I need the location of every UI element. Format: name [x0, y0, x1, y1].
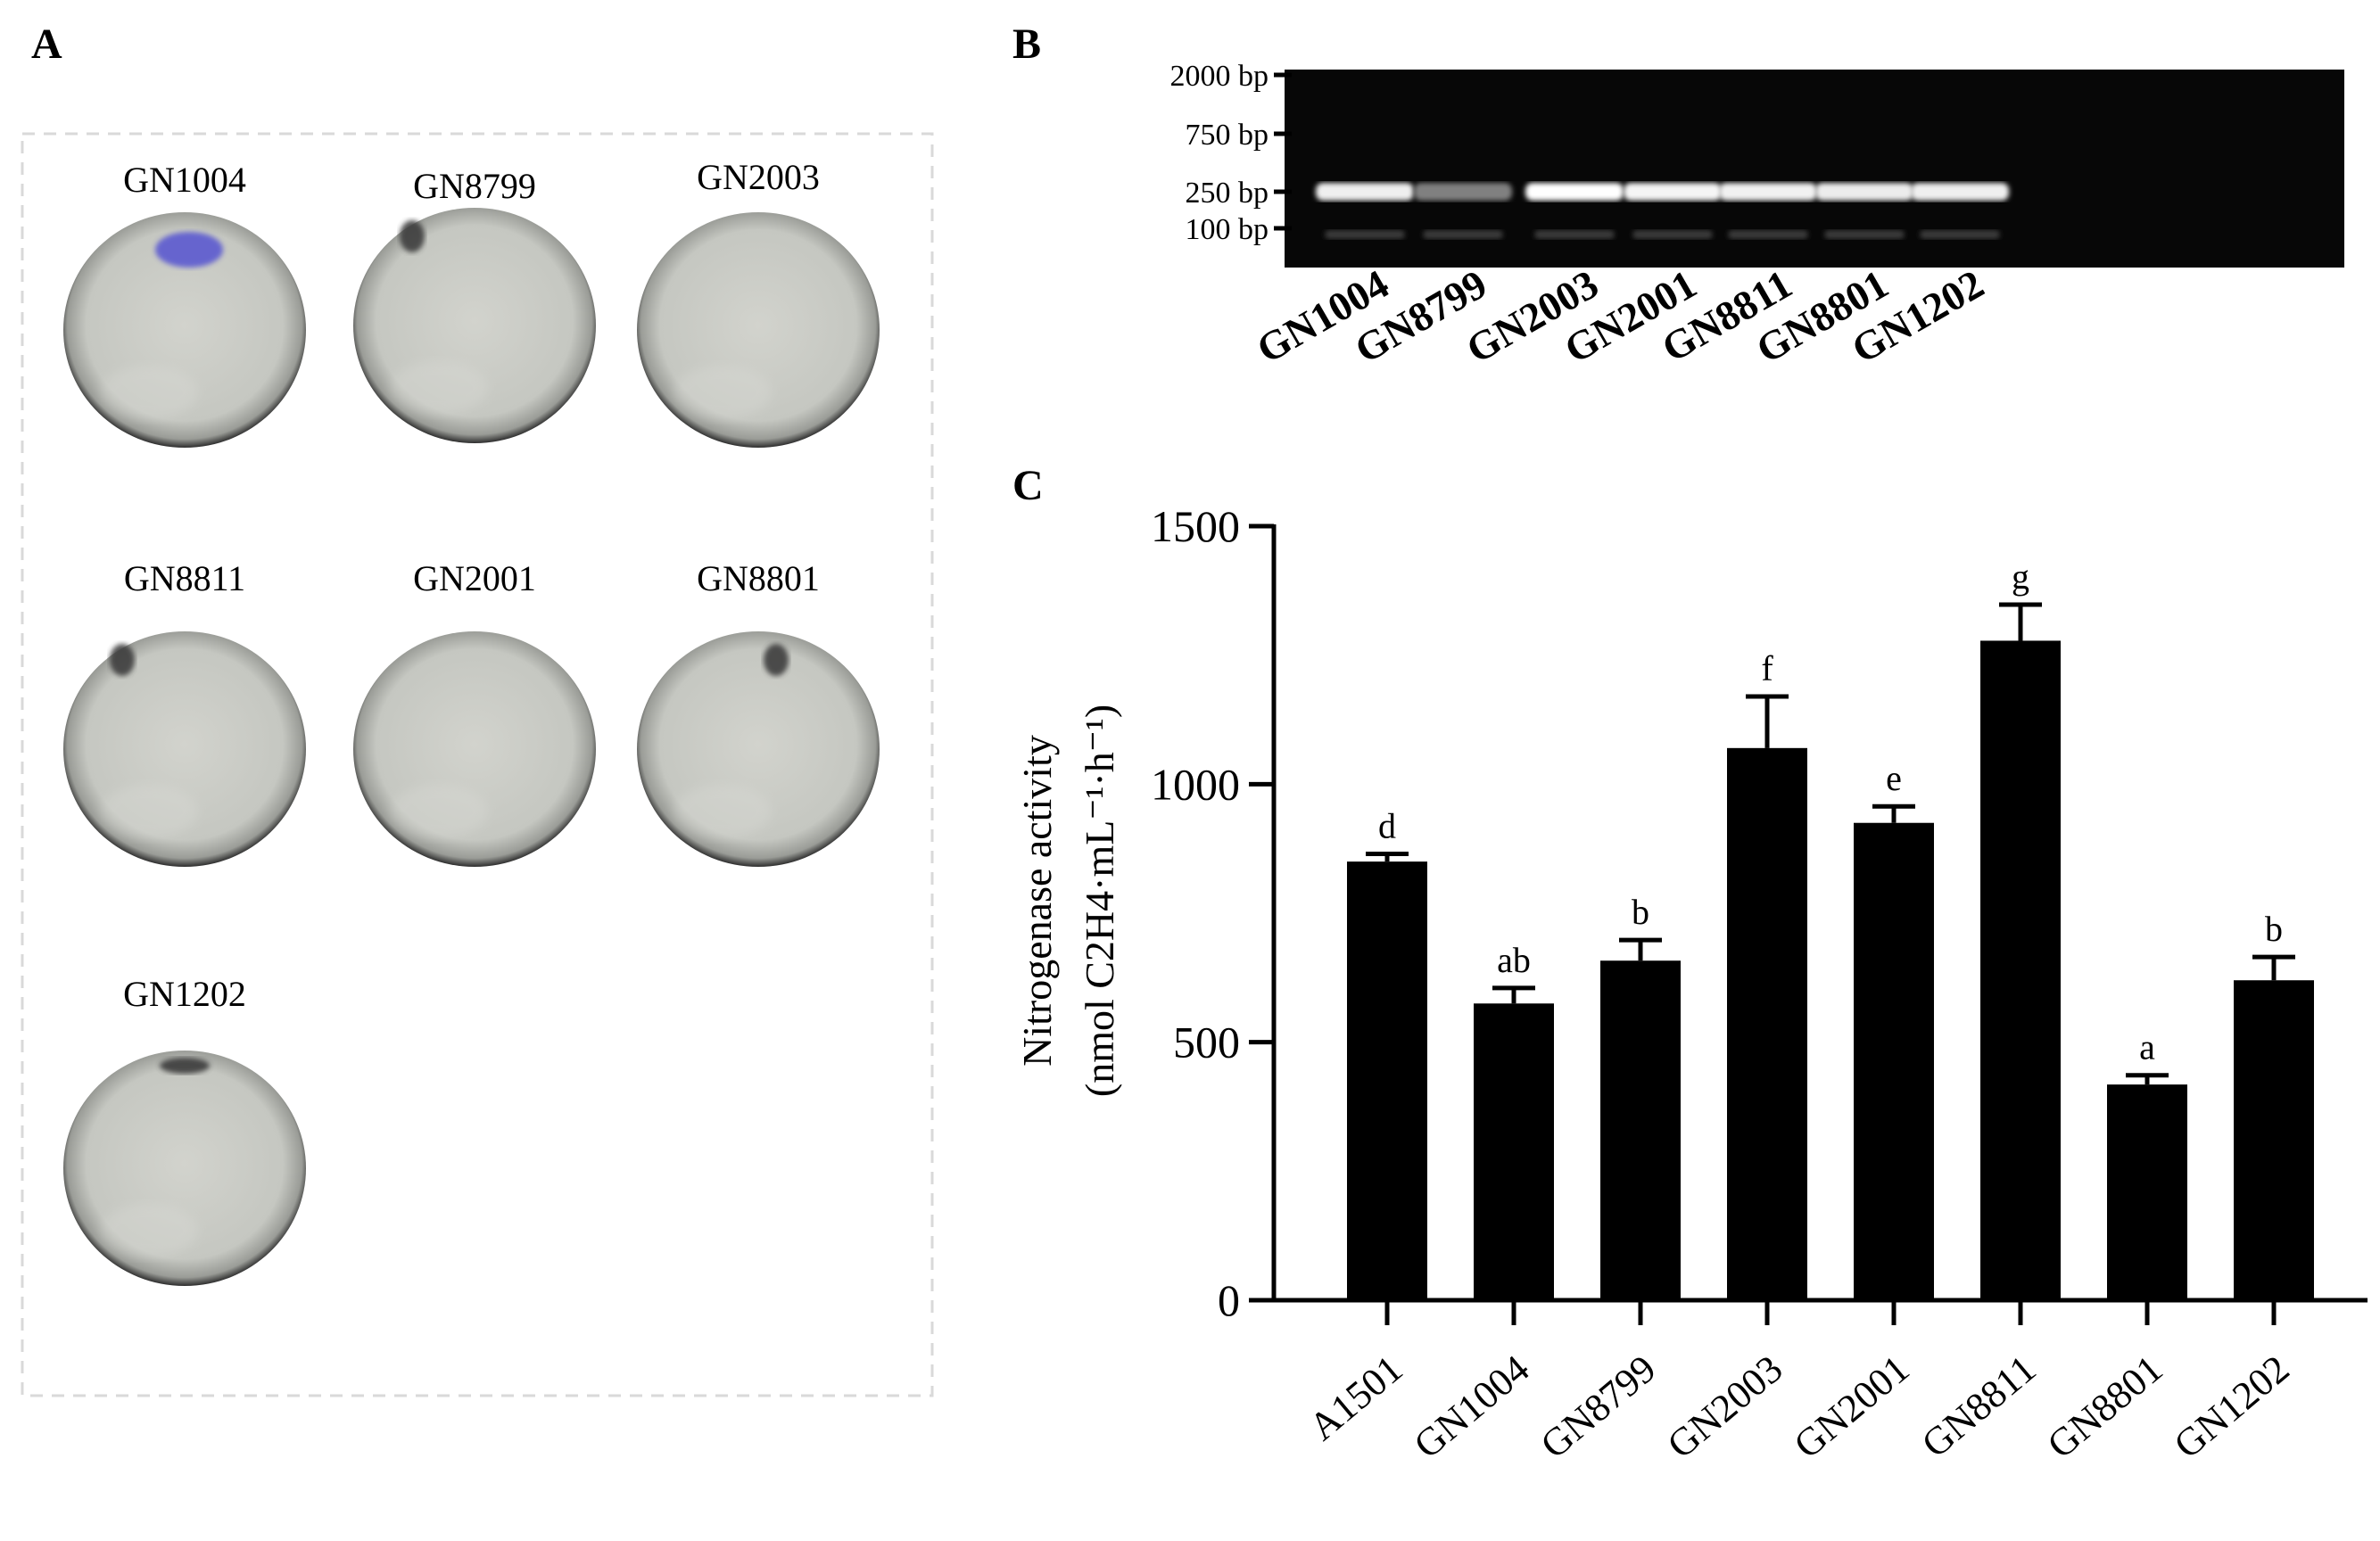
bar [1600, 960, 1681, 1300]
plate-label: GN2003 [697, 157, 820, 197]
panel-c-letter: C [1012, 462, 1044, 509]
gel-band-250 [1316, 183, 1414, 201]
marker-label: 750 bp [1186, 119, 1269, 152]
gel-band-100 [1325, 230, 1405, 239]
plate-label: GN2001 [413, 558, 536, 598]
significance-letter: a [2139, 1027, 2155, 1067]
significance-letter: e [1886, 758, 1902, 798]
bar [2107, 1084, 2187, 1300]
colony-mark [110, 644, 135, 676]
x-tick-label: GN8801 [2039, 1347, 2171, 1467]
gel-band-250 [1624, 183, 1722, 201]
colony-mark [155, 232, 223, 268]
colony-mark [160, 1058, 210, 1074]
panel-a-letter: A [31, 21, 62, 68]
plate-label: GN1202 [123, 974, 246, 1014]
bar [2234, 980, 2314, 1300]
plates-group: GN1004 GN8799 GN2003 GN8811 GN2001 GN8801 GN12… [63, 157, 880, 1286]
colony-mark [764, 644, 789, 676]
significance-letter: d [1378, 805, 1396, 845]
petri-plate [637, 212, 880, 448]
x-tick-label: A1501 [1301, 1347, 1410, 1449]
plates-frame [21, 132, 934, 1397]
petri-plate [637, 631, 880, 867]
colony-mark [400, 220, 425, 252]
gel-band-100 [1632, 230, 1713, 239]
petri-plate [353, 208, 596, 443]
x-tick-label: GN2003 [1659, 1347, 1791, 1467]
bar [1727, 747, 1807, 1300]
gel-band-100 [1920, 230, 2000, 239]
plate-highlight [100, 1204, 198, 1257]
bar-chart: Nitrogenase activity (nmol C2H4·mL⁻¹·h⁻¹… [1014, 501, 2368, 1467]
gel-band-250 [1911, 183, 2009, 201]
significance-letter: ab [1497, 940, 1531, 980]
significance-letter: b [1632, 892, 1649, 932]
bar [1474, 1003, 1554, 1300]
y-axis-title-line1: Nitrogenase activity [1014, 735, 1060, 1067]
gel-band-250 [1525, 183, 1624, 201]
petri-plate [353, 631, 596, 867]
plate-highlight [674, 366, 772, 419]
plate-label: GN8811 [124, 558, 245, 598]
gel-band-100 [1824, 230, 1905, 239]
x-tick-label: GN2001 [1786, 1347, 1918, 1467]
plate-highlight [100, 785, 198, 838]
plate-highlight [390, 785, 488, 838]
gel-band-250 [1719, 183, 1817, 201]
gel-band-250 [1414, 183, 1512, 201]
x-tick-label: GN1004 [1406, 1347, 1538, 1467]
gel-band-250 [1815, 183, 1913, 201]
marker-label: 2000 bp [1170, 60, 1269, 93]
bar [1980, 640, 2061, 1300]
plate-highlight [100, 366, 198, 419]
petri-plate [63, 631, 306, 867]
panel-b-letter: B [1012, 21, 1041, 68]
significance-letter: f [1761, 648, 1773, 688]
y-tick-label: 1500 [1151, 501, 1240, 551]
plate-highlight [390, 361, 488, 415]
gel-band-100 [1423, 230, 1503, 239]
gel-band-100 [1728, 230, 1808, 239]
bar [1854, 822, 1934, 1300]
y-axis-title-line2: (nmol C2H4·mL⁻¹·h⁻¹) [1077, 705, 1122, 1097]
x-tick-label: GN8799 [1533, 1347, 1665, 1467]
plate-label: GN1004 [123, 160, 246, 200]
significance-letter: g [2012, 556, 2029, 597]
significance-letter: b [2265, 909, 2283, 949]
marker-label: 100 bp [1186, 213, 1269, 246]
plate-highlight [674, 785, 772, 838]
petri-plate [63, 1051, 306, 1286]
y-tick-label: 500 [1173, 1018, 1240, 1067]
x-tick-label: GN1202 [2166, 1347, 2298, 1467]
bar [1347, 861, 1427, 1300]
y-tick-label: 1000 [1151, 759, 1240, 809]
gel-band-100 [1534, 230, 1615, 239]
y-tick-label: 0 [1218, 1275, 1240, 1325]
marker-label: 250 bp [1186, 177, 1269, 210]
plate-label: GN8801 [697, 558, 820, 598]
plate-label: GN8799 [413, 166, 536, 206]
x-tick-label: GN8811 [1913, 1347, 2044, 1466]
